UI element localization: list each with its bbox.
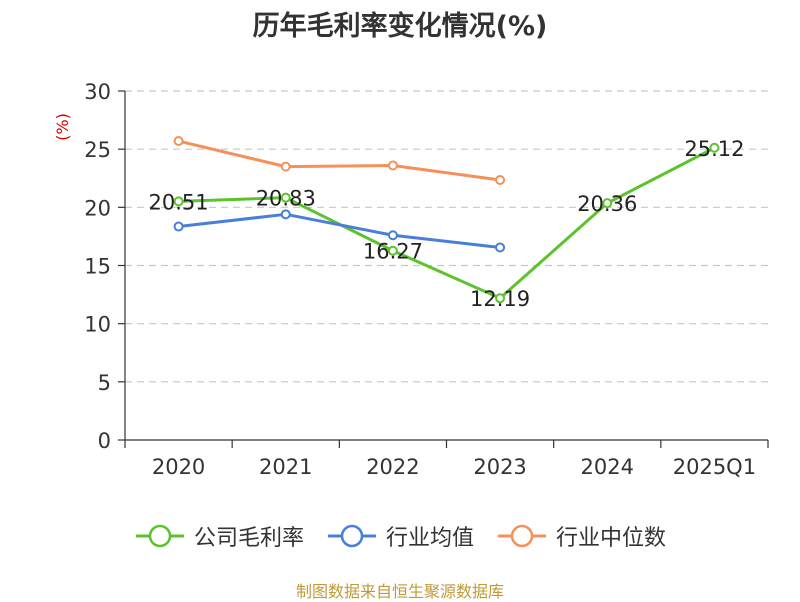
legend-item[interactable]: 行业中位数 xyxy=(496,520,666,552)
y-tick-label: 15 xyxy=(84,255,111,279)
data-point xyxy=(495,242,506,253)
axes: 0 5 10 15 20 25 30 2020 2021 2022 2023 2024 2025Q1 xyxy=(84,80,769,479)
data-label: 20.83 xyxy=(256,187,316,211)
y-tick-label: 0 xyxy=(98,429,111,453)
legend: 公司毛利率 行业均值 行业中位数 xyxy=(0,518,800,554)
legend-marker-icon xyxy=(327,524,376,548)
chart-title: 历年毛利率变化情况(%) xyxy=(252,11,548,42)
data-point xyxy=(280,209,291,220)
y-tick-label: 30 xyxy=(84,80,111,104)
legend-marker-circle xyxy=(510,524,534,548)
data-point xyxy=(387,245,398,256)
data-point xyxy=(602,198,613,209)
series-line xyxy=(178,139,501,182)
x-tick-label: 2023 xyxy=(473,455,526,479)
grid-lines xyxy=(125,90,768,383)
legend-marker-circle xyxy=(340,524,364,548)
series-1 xyxy=(173,209,506,253)
data-point xyxy=(173,221,184,232)
data-point xyxy=(495,174,506,185)
y-tick-label: 5 xyxy=(98,371,111,395)
y-axis-unit-label: (%) xyxy=(53,113,72,141)
data-label: 20.51 xyxy=(149,190,209,214)
series-lines xyxy=(173,136,720,304)
series-line xyxy=(178,146,716,300)
data-point xyxy=(280,161,291,172)
x-tick-label: 2024 xyxy=(581,455,634,479)
data-point xyxy=(280,192,291,203)
x-tick-label: 2025Q1 xyxy=(673,455,756,479)
legend-marker-icon xyxy=(135,524,184,548)
data-labels: 20.51 20.83 16.27 12.19 20.36 25.12 xyxy=(149,137,745,311)
data-point xyxy=(173,196,184,207)
data-label: 12.19 xyxy=(470,287,530,311)
data-point xyxy=(709,142,720,153)
series-2 xyxy=(173,136,506,185)
data-label: 16.27 xyxy=(363,240,423,264)
source-note: 制图数据来自恒生聚源数据库 xyxy=(295,582,504,601)
legend-label: 公司毛利率 xyxy=(193,526,304,551)
y-tick-label: 25 xyxy=(84,138,111,162)
data-point xyxy=(387,160,398,171)
data-point xyxy=(173,136,184,147)
data-label: 20.36 xyxy=(577,192,637,216)
y-tick-label: 10 xyxy=(84,313,111,337)
x-tick-label: 2021 xyxy=(259,455,312,479)
data-label: 25.12 xyxy=(684,137,744,161)
y-tick-label: 20 xyxy=(84,196,111,220)
legend-marker-icon xyxy=(498,524,546,548)
legend-label: 行业中位数 xyxy=(556,526,667,551)
series-0 xyxy=(173,142,720,304)
x-tick-label: 2020 xyxy=(152,455,205,479)
legend-item[interactable]: 公司毛利率 xyxy=(134,520,304,552)
legend-marker-circle xyxy=(148,524,172,548)
legend-item[interactable]: 行业均值 xyxy=(326,520,474,552)
x-tick-label: 2022 xyxy=(366,455,419,479)
data-point xyxy=(495,293,506,304)
data-point xyxy=(387,230,398,241)
legend-label: 行业均值 xyxy=(385,526,474,551)
series-line xyxy=(178,212,501,249)
